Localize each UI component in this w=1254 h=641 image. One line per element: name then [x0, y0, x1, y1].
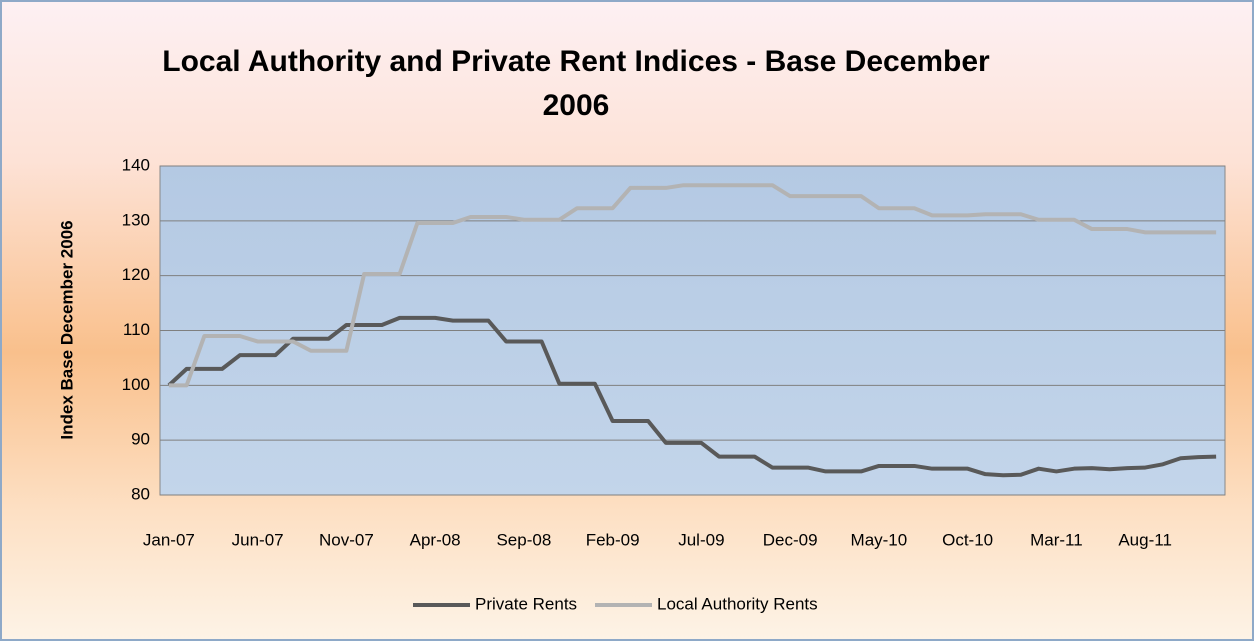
y-tick-label: 100: [122, 375, 150, 394]
y-tick-label: 90: [131, 430, 150, 449]
y-axis-label: Index Base December 2006: [57, 220, 76, 439]
chart-title: Local Authority and Private Rent Indices…: [162, 45, 990, 122]
x-tick-label: Nov-07: [319, 530, 374, 549]
series-line: [168, 183, 1217, 388]
x-tick-label: Apr-08: [410, 530, 461, 549]
x-tick-label: Oct-10: [942, 530, 993, 549]
legend-label: Local Authority Rents: [657, 594, 818, 613]
x-tick-label: Jan-07: [143, 530, 195, 549]
y-tick-label: 130: [122, 210, 150, 229]
x-tick-label: Aug-11: [1118, 530, 1172, 549]
x-tick-label: Mar-11: [1030, 530, 1083, 549]
y-tick-label: 120: [122, 265, 150, 284]
y-tick-label: 140: [122, 155, 150, 174]
x-tick-label: Feb-09: [586, 530, 640, 549]
x-tick-label: Dec-09: [763, 530, 818, 549]
legend-label: Private Rents: [475, 594, 577, 613]
x-tick-label: Jun-07: [232, 530, 284, 549]
x-tick-label: Sep-08: [496, 530, 551, 549]
y-tick-label: 110: [123, 320, 150, 339]
series-line: [167, 315, 1217, 478]
y-tick-label: 80: [131, 484, 150, 503]
x-tick-label: Jul-09: [678, 530, 724, 549]
x-tick-label: May-10: [851, 530, 908, 549]
